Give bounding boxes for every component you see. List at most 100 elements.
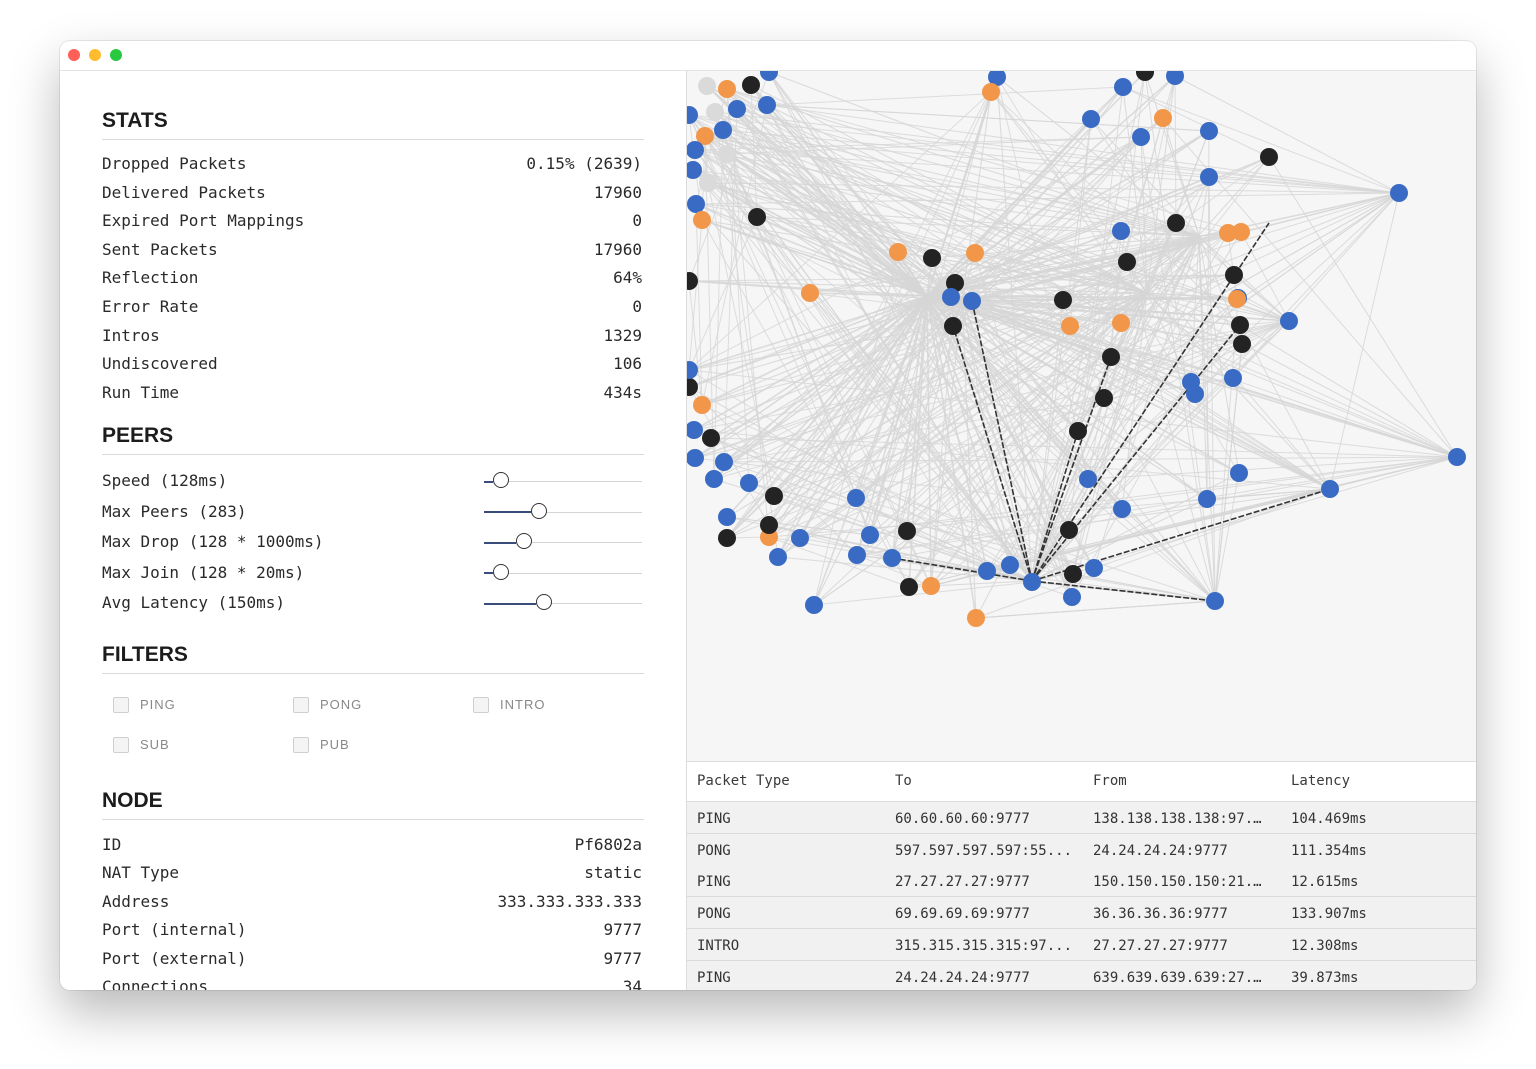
- graph-node[interactable]: [1063, 588, 1081, 606]
- network-graph[interactable]: [687, 71, 1476, 761]
- graph-node[interactable]: [848, 546, 866, 564]
- column-header-from[interactable]: From: [1093, 773, 1127, 789]
- graph-node[interactable]: [698, 77, 716, 95]
- graph-node[interactable]: [1069, 422, 1087, 440]
- graph-node[interactable]: [978, 562, 996, 580]
- filter-checkbox[interactable]: [113, 737, 129, 753]
- slider-handle[interactable]: [516, 533, 532, 550]
- graph-node[interactable]: [706, 103, 724, 121]
- graph-node[interactable]: [742, 76, 760, 94]
- graph-node[interactable]: [861, 526, 879, 544]
- graph-node[interactable]: [1448, 448, 1466, 466]
- graph-node[interactable]: [791, 529, 809, 547]
- filter-checkbox[interactable]: [293, 737, 309, 753]
- graph-node[interactable]: [1280, 312, 1298, 330]
- graph-node[interactable]: [687, 378, 698, 396]
- filter-pub[interactable]: PUB: [293, 735, 443, 755]
- graph-node[interactable]: [982, 83, 1000, 101]
- filter-pong[interactable]: PONG: [293, 695, 443, 715]
- graph-node[interactable]: [718, 529, 736, 547]
- graph-node[interactable]: [740, 474, 758, 492]
- graph-node[interactable]: [988, 71, 1006, 86]
- graph-node[interactable]: [718, 508, 736, 526]
- graph-node[interactable]: [1061, 317, 1079, 335]
- graph-node[interactable]: [769, 548, 787, 566]
- graph-node[interactable]: [1186, 385, 1204, 403]
- graph-node[interactable]: [1112, 222, 1130, 240]
- graph-node[interactable]: [1321, 480, 1339, 498]
- graph-node[interactable]: [1166, 71, 1184, 85]
- graph-node[interactable]: [1113, 500, 1131, 518]
- graph-node[interactable]: [805, 596, 823, 614]
- graph-node[interactable]: [922, 577, 940, 595]
- graph-node[interactable]: [714, 121, 732, 139]
- packet-row[interactable]: PONG 597.597.597.597:55... 24.24.24.24:977…: [687, 833, 1476, 866]
- graph-node[interactable]: [1079, 470, 1097, 488]
- graph-node[interactable]: [1023, 573, 1041, 591]
- graph-node[interactable]: [687, 161, 702, 179]
- graph-node[interactable]: [760, 71, 778, 81]
- close-window-button[interactable]: [68, 49, 80, 61]
- graph-node[interactable]: [1233, 335, 1251, 353]
- slider-handle[interactable]: [493, 563, 509, 580]
- graph-node[interactable]: [1154, 109, 1172, 127]
- graph-node[interactable]: [1001, 556, 1019, 574]
- network-graph-svg[interactable]: [687, 71, 1476, 761]
- graph-node[interactable]: [718, 80, 736, 98]
- graph-node[interactable]: [1064, 565, 1082, 583]
- graph-node[interactable]: [1200, 122, 1218, 140]
- filter-intro[interactable]: INTRO: [473, 695, 623, 715]
- filter-checkbox[interactable]: [293, 697, 309, 713]
- graph-node[interactable]: [1114, 78, 1132, 96]
- slider-track[interactable]: [484, 533, 642, 550]
- filter-ping[interactable]: PING: [113, 695, 263, 715]
- graph-node[interactable]: [687, 141, 704, 159]
- graph-node[interactable]: [1060, 521, 1078, 539]
- graph-node[interactable]: [687, 106, 698, 124]
- packet-row[interactable]: INTRO 315.315.315.315:97... 27.27.27.27:97…: [687, 928, 1476, 961]
- graph-node[interactable]: [1136, 71, 1154, 81]
- graph-node[interactable]: [693, 211, 711, 229]
- graph-node[interactable]: [900, 578, 918, 596]
- graph-node[interactable]: [898, 522, 916, 540]
- graph-node[interactable]: [687, 195, 705, 213]
- packet-row[interactable]: PING 60.60.60.60:9777 138.138.138.138:97..…: [687, 802, 1476, 834]
- filter-checkbox[interactable]: [113, 697, 129, 713]
- graph-node[interactable]: [889, 243, 907, 261]
- column-header-packet-type[interactable]: Packet Type: [697, 773, 790, 789]
- graph-node[interactable]: [1102, 348, 1120, 366]
- column-header-latency[interactable]: Latency: [1291, 773, 1351, 789]
- graph-node[interactable]: [847, 489, 865, 507]
- graph-node[interactable]: [715, 453, 733, 471]
- graph-node[interactable]: [687, 361, 698, 379]
- graph-node[interactable]: [1224, 369, 1242, 387]
- graph-node[interactable]: [1095, 389, 1113, 407]
- graph-node[interactable]: [1260, 148, 1278, 166]
- column-header-to[interactable]: To: [895, 773, 912, 789]
- graph-node[interactable]: [801, 284, 819, 302]
- graph-node[interactable]: [696, 127, 714, 145]
- graph-node[interactable]: [1167, 214, 1185, 232]
- graph-node[interactable]: [923, 249, 941, 267]
- graph-node[interactable]: [1085, 559, 1103, 577]
- graph-node[interactable]: [1230, 464, 1248, 482]
- graph-node[interactable]: [1219, 224, 1237, 242]
- graph-node[interactable]: [1118, 253, 1136, 271]
- graph-node[interactable]: [1054, 291, 1072, 309]
- graph-node[interactable]: [699, 174, 717, 192]
- graph-node[interactable]: [748, 208, 766, 226]
- graph-node[interactable]: [1228, 290, 1246, 308]
- graph-node[interactable]: [1206, 592, 1224, 610]
- graph-node[interactable]: [693, 396, 711, 414]
- graph-node[interactable]: [883, 549, 901, 567]
- graph-node[interactable]: [1200, 168, 1218, 186]
- filter-sub[interactable]: SUB: [113, 735, 263, 755]
- graph-node[interactable]: [702, 429, 720, 447]
- graph-node[interactable]: [687, 272, 698, 290]
- graph-node[interactable]: [967, 609, 985, 627]
- slider-track[interactable]: [484, 502, 642, 519]
- graph-node[interactable]: [1112, 314, 1130, 332]
- slider-handle[interactable]: [536, 594, 552, 611]
- slider-track[interactable]: [484, 594, 642, 611]
- filter-checkbox[interactable]: [473, 697, 489, 713]
